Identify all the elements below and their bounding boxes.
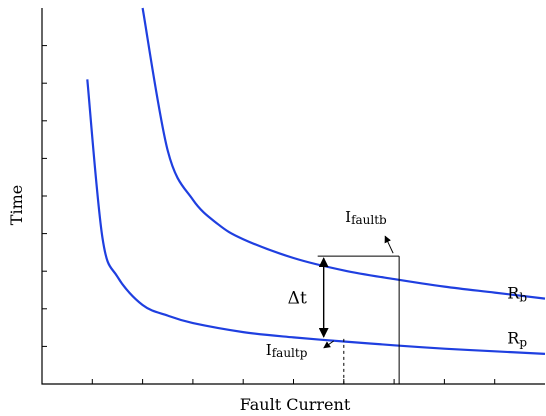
ifault-p-label: Ifaultp (266, 341, 308, 360)
curve-rp (86, 79, 546, 355)
ifault-p-pointer (323, 340, 335, 349)
x-axis-label: Fault Current (240, 395, 351, 414)
annotations (317, 235, 400, 384)
axis-frame (41, 8, 545, 385)
delta-t-label: Δt (288, 289, 307, 309)
series-label-rp: Rp (507, 328, 527, 349)
ifault-b-label: Ifaultb (345, 208, 387, 227)
series-label-rb: Rb (507, 284, 527, 305)
tick-marks (42, 45, 496, 384)
curve-rb (141, 7, 546, 300)
y-axis-label: Time (7, 185, 26, 225)
ifault-b-pointer (384, 235, 394, 254)
axes (41, 8, 545, 385)
curves (86, 7, 546, 355)
